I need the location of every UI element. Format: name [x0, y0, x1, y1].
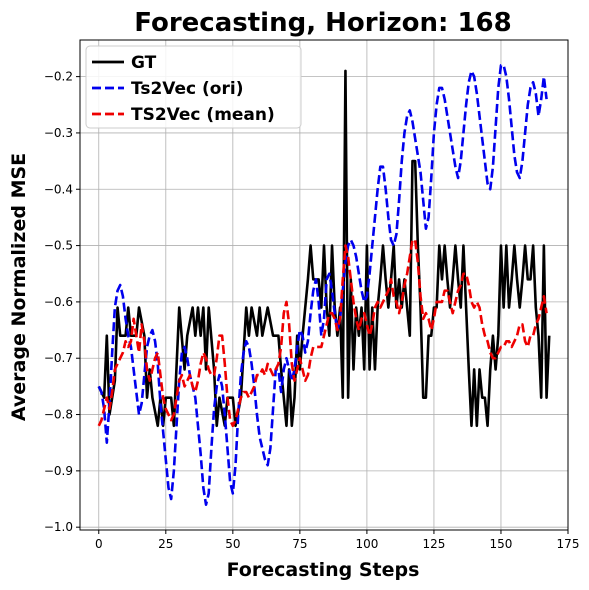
- chart-title: Forecasting, Horizon: 168: [134, 8, 511, 38]
- y-tick-label: −0.8: [44, 408, 73, 422]
- x-tick-label: 75: [292, 537, 307, 551]
- y-axis-label: Average Normalized MSE: [8, 153, 30, 421]
- y-axis-ticks: −1.0 −0.9 −0.8 −0.7 −0.6 −0.5 −0.4 −0.3 −0.2: [44, 70, 80, 534]
- x-axis-ticks: 0 25 50 75 100 125 150 175: [95, 530, 580, 551]
- series-line-gt: [97, 69, 551, 428]
- y-tick-label: −0.9: [44, 464, 73, 478]
- y-tick-label: −0.6: [44, 295, 73, 309]
- x-tick-label: 175: [557, 537, 580, 551]
- y-tick-label: −0.5: [44, 239, 73, 253]
- series-line-ts2vec-mean: [97, 238, 548, 428]
- legend-box: [85, 45, 302, 129]
- y-tick-label: −0.7: [44, 351, 73, 365]
- x-tick-label: 25: [158, 537, 173, 551]
- legend-label: TS2Vec (mean): [131, 105, 275, 125]
- series-line-ts2vec-ori: [97, 64, 548, 506]
- legend-label: GT: [131, 53, 157, 73]
- y-tick-label: −0.3: [44, 126, 73, 140]
- legend-label: Ts2Vec (ori): [131, 79, 243, 99]
- x-tick-label: 50: [225, 537, 240, 551]
- y-tick-label: −0.2: [44, 70, 73, 84]
- x-tick-label: 125: [422, 537, 445, 551]
- plot-frame: [79, 39, 569, 531]
- x-tick-label: 100: [355, 537, 378, 551]
- x-tick-label: 0: [95, 537, 103, 551]
- legend: GT Ts2Vec (ori) TS2Vec (mean): [85, 45, 302, 129]
- y-tick-label: −0.4: [44, 182, 73, 196]
- y-tick-label: −1.0: [44, 520, 73, 534]
- x-axis-label: Forecasting Steps: [227, 559, 420, 581]
- series-lines: [97, 64, 551, 506]
- x-tick-label: 150: [490, 537, 513, 551]
